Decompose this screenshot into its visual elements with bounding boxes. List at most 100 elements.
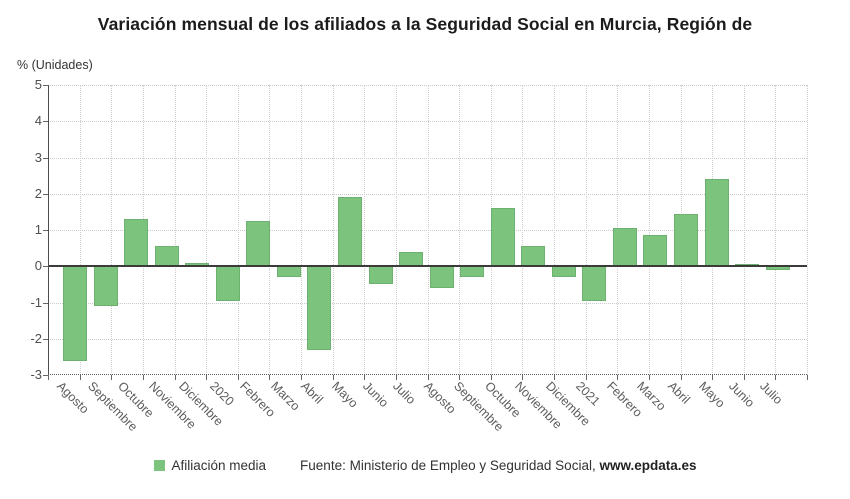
gridline-vertical [585, 85, 587, 375]
bar-abril[interactable] [674, 213, 698, 267]
x-axis-label-text: Junio [359, 379, 391, 411]
x-axis-tick [712, 375, 714, 380]
y-axis-tick [43, 157, 48, 159]
bar-marzo[interactable] [276, 266, 301, 278]
x-axis-tick [585, 375, 587, 380]
bar-mayo[interactable] [704, 179, 729, 267]
x-axis-tick [174, 375, 176, 380]
y-axis-tick-label: -3 [30, 367, 42, 382]
plot-area [43, 85, 808, 380]
y-axis-tick-label: 0 [34, 258, 42, 274]
y-axis-tick [43, 193, 48, 195]
x-axis-line [48, 374, 807, 375]
y-axis-title: % (Unidades) [17, 58, 93, 72]
x-axis-tick [332, 375, 334, 380]
x-axis-tick [554, 375, 555, 380]
x-axis-tick [79, 375, 81, 380]
x-axis-label-text: Agosto [420, 379, 459, 417]
gridline-vertical [174, 85, 176, 375]
x-axis-tick [522, 375, 524, 380]
y-axis-tick-label: 2 [34, 185, 42, 201]
x-axis-tick [142, 375, 144, 380]
legend-label: Afiliación media [171, 458, 267, 473]
x-axis-label-text: Agosto [54, 379, 92, 417]
x-axis-tick [364, 375, 366, 380]
y-axis-tick [43, 302, 48, 304]
bar-febrero[interactable] [612, 228, 637, 267]
gridline-vertical [301, 85, 302, 375]
x-axis-label-text: Abril [665, 379, 693, 407]
bar-febrero[interactable] [246, 220, 271, 267]
y-axis-tick-label: -1 [30, 294, 42, 310]
x-axis-tick [48, 375, 49, 380]
gridline-vertical [427, 85, 429, 375]
bar-agosto[interactable] [63, 266, 87, 361]
gridline-vertical [775, 85, 777, 375]
x-axis-tick [111, 375, 113, 380]
source-site: www.epdata.es [599, 458, 697, 473]
x-axis-tick [807, 375, 808, 380]
zero-baseline [48, 265, 807, 268]
y-axis-tick [43, 266, 48, 268]
gridline-vertical [237, 85, 239, 375]
y-axis-labels: 5 4 3 2 1 0 -1 -2 -3 [0, 77, 42, 382]
bar-noviembre[interactable] [521, 246, 546, 267]
x-axis-tick [206, 375, 208, 380]
legend-item-afiliacion-media[interactable]: Afiliación media [153, 458, 267, 473]
x-axis-tick [427, 375, 429, 380]
bar-junio[interactable] [368, 266, 393, 285]
legend-swatch-icon [153, 460, 165, 471]
gridline-vertical [807, 85, 808, 375]
gridline-vertical [364, 85, 366, 375]
gridline-vertical [459, 85, 461, 375]
gridline-vertical [79, 85, 81, 375]
x-axis-labels: Agosto Septiembre Octubre Noviembre Diciembr… [48, 379, 807, 459]
bar-marzo[interactable] [643, 235, 668, 267]
source-prefix: Fuente: Ministerio de Empleo y Seguridad… [300, 458, 600, 473]
x-axis-tick [617, 375, 619, 380]
y-axis-tick-label: 5 [34, 77, 42, 92]
y-axis-line [48, 85, 49, 375]
y-axis-tick-label: 1 [34, 222, 42, 237]
y-axis-tick-label: 3 [34, 149, 42, 165]
bar-octubre[interactable] [124, 219, 149, 267]
gridline-vertical [743, 85, 745, 375]
y-axis-tick [43, 375, 48, 376]
y-axis-tick [43, 230, 48, 231]
y-axis-tick [43, 338, 48, 340]
bar-mayo[interactable] [337, 197, 362, 267]
y-axis-tick-label: 4 [34, 113, 42, 129]
legend-and-source-row: Afiliación media Fuente: Ministerio de E… [0, 458, 850, 473]
gridline-vertical [395, 85, 397, 375]
x-axis-label-text: Abril [298, 379, 327, 407]
bar-julio[interactable] [399, 251, 424, 267]
bar-septiembre[interactable] [93, 266, 118, 307]
chart-title: Variación mensual de los afiliados a la … [97, 14, 753, 34]
bar-abril[interactable] [307, 266, 332, 350]
x-axis-label-text: Julio [390, 379, 419, 408]
y-axis-tick [43, 85, 48, 86]
x-axis-label-text: Mayo [329, 379, 361, 411]
bar-agosto[interactable] [429, 266, 454, 288]
gridline-vertical [111, 85, 113, 375]
bar-diciembre[interactable] [551, 266, 576, 278]
x-axis-tick [395, 375, 397, 380]
x-axis-tick [301, 375, 302, 380]
source-text: Fuente: Ministerio de Empleo y Seguridad… [300, 458, 696, 473]
gridline-vertical [648, 85, 650, 375]
x-axis-tick [269, 375, 271, 380]
x-axis-tick [459, 375, 461, 380]
gridline-vertical [554, 85, 555, 375]
y-axis-tick [43, 121, 48, 123]
bar-2020[interactable] [215, 266, 240, 301]
x-axis-tick [743, 375, 745, 380]
x-axis-tick [237, 375, 239, 380]
x-axis-label-text: Julio [756, 379, 785, 408]
x-axis-label-text: Junio [726, 379, 758, 411]
x-axis-tick [775, 375, 777, 380]
bar-septiembre[interactable] [460, 266, 485, 278]
bar-2021[interactable] [582, 266, 607, 301]
bar-octubre[interactable] [490, 208, 515, 267]
bar-noviembre[interactable] [154, 246, 179, 267]
